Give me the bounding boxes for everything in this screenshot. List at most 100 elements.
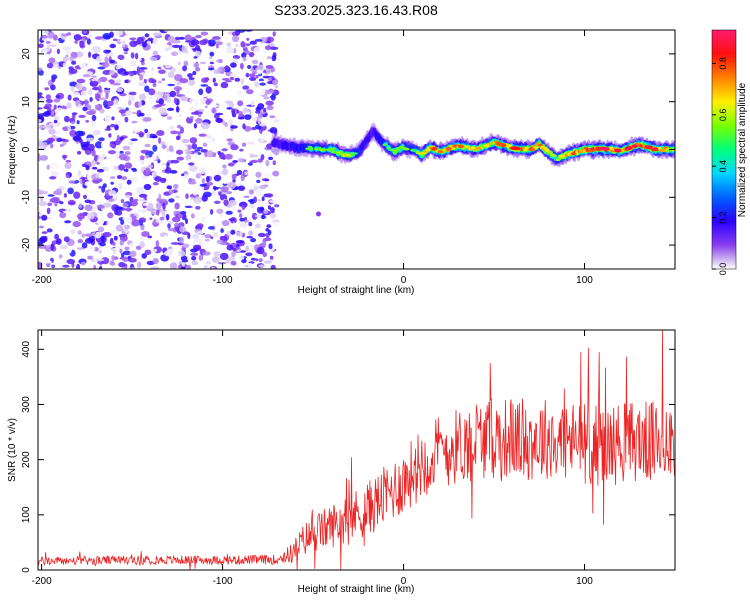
noise-blob <box>209 51 215 57</box>
noise-blob <box>46 62 54 69</box>
noise-blob <box>201 77 208 83</box>
noise-blob <box>156 130 165 136</box>
noise-blob <box>105 49 112 53</box>
noise-blob <box>76 247 85 250</box>
x-tick-label: 100 <box>576 275 593 286</box>
noise-blob <box>158 69 166 74</box>
noise-blob <box>176 124 182 129</box>
noise-blob <box>50 84 56 91</box>
noise-blob <box>152 258 159 265</box>
noise-blob <box>46 207 51 215</box>
noise-blob <box>204 238 210 242</box>
noise-blob <box>211 104 220 108</box>
noise-blob <box>232 248 237 252</box>
noise-blob <box>216 239 224 245</box>
noise-blob <box>38 97 46 105</box>
noise-blob <box>87 143 95 152</box>
noise-blob <box>78 203 83 209</box>
noise-blob <box>102 147 108 152</box>
noise-blob <box>245 252 253 257</box>
noise-blob <box>157 80 162 84</box>
noise-blob <box>268 156 274 161</box>
noise-blob <box>130 213 135 218</box>
noise-blob <box>195 117 203 124</box>
noise-blob <box>179 78 189 84</box>
noise-blob <box>131 120 138 124</box>
noise-blob <box>143 183 152 191</box>
noise-blob <box>264 45 272 50</box>
noise-blob <box>194 170 199 174</box>
noise-blob <box>40 48 48 54</box>
noise-blob <box>49 162 59 170</box>
noise-blob <box>111 116 115 121</box>
noise-blob <box>73 34 82 41</box>
noise-blob <box>241 142 247 147</box>
noise-blob <box>151 135 158 139</box>
noise-blob <box>108 190 117 197</box>
noise-blob <box>115 209 123 216</box>
noise-blob <box>169 90 177 98</box>
noise-blob <box>91 119 96 127</box>
noise-blob <box>195 34 202 39</box>
noise-blob <box>55 40 60 46</box>
noise-blob <box>90 159 96 166</box>
noise-blob <box>122 202 129 208</box>
noise-blob <box>254 214 263 218</box>
noise-blob <box>273 221 279 228</box>
noise-blob <box>42 124 52 130</box>
noise-blob <box>155 202 162 210</box>
ridge-mark <box>392 151 398 154</box>
noise-blob <box>82 194 88 199</box>
noise-blob <box>136 66 140 74</box>
noise-blob <box>98 97 107 101</box>
noise-blob <box>213 113 220 119</box>
noise-blob <box>242 123 246 130</box>
noise-blob <box>79 40 85 48</box>
noise-blob <box>224 121 228 128</box>
ridge-mark <box>485 144 490 148</box>
noise-blob <box>144 33 150 38</box>
noise-blob <box>191 143 198 150</box>
noise-blob <box>46 216 54 220</box>
x-tick-label: -100 <box>213 576 233 587</box>
noise-blob <box>222 183 228 186</box>
noise-blob <box>256 188 263 195</box>
noise-blob <box>269 115 276 119</box>
noise-blob <box>56 137 63 143</box>
ridge-mark <box>466 145 471 148</box>
noise-blob <box>245 245 249 252</box>
noise-blob <box>263 260 273 264</box>
noise-blob <box>109 176 116 180</box>
noise-blob <box>151 171 158 176</box>
noise-blob <box>72 221 81 228</box>
noise-blob <box>163 191 171 196</box>
noise-blob <box>50 170 59 178</box>
ridge-mark <box>420 153 425 156</box>
noise-blob <box>66 102 72 109</box>
noise-blob <box>219 194 228 201</box>
noise-blob <box>250 238 257 243</box>
noise-blob <box>38 261 42 269</box>
colorbar-tick-label: 0.2 <box>718 211 728 224</box>
noise-blob <box>88 51 92 58</box>
noise-blob <box>182 65 188 72</box>
noise-blob <box>174 36 181 41</box>
noise-blob <box>216 208 224 214</box>
noise-blob <box>38 244 47 249</box>
noise-blob <box>269 46 279 50</box>
y-tick-label: 100 <box>21 506 32 523</box>
noise-blob <box>69 56 74 61</box>
noise-blob <box>259 206 265 212</box>
noise-blob <box>38 107 43 110</box>
noise-blob <box>157 159 161 164</box>
noise-blob <box>248 221 253 227</box>
noise-blob <box>181 259 189 263</box>
noise-blob <box>114 206 123 211</box>
noise-blob <box>115 79 122 84</box>
noise-blob <box>74 40 78 44</box>
noise-blob <box>265 65 274 69</box>
noise-blob <box>38 189 44 196</box>
noise-blob <box>236 109 240 114</box>
noise-blob <box>144 167 151 174</box>
noise-blob <box>245 72 250 78</box>
